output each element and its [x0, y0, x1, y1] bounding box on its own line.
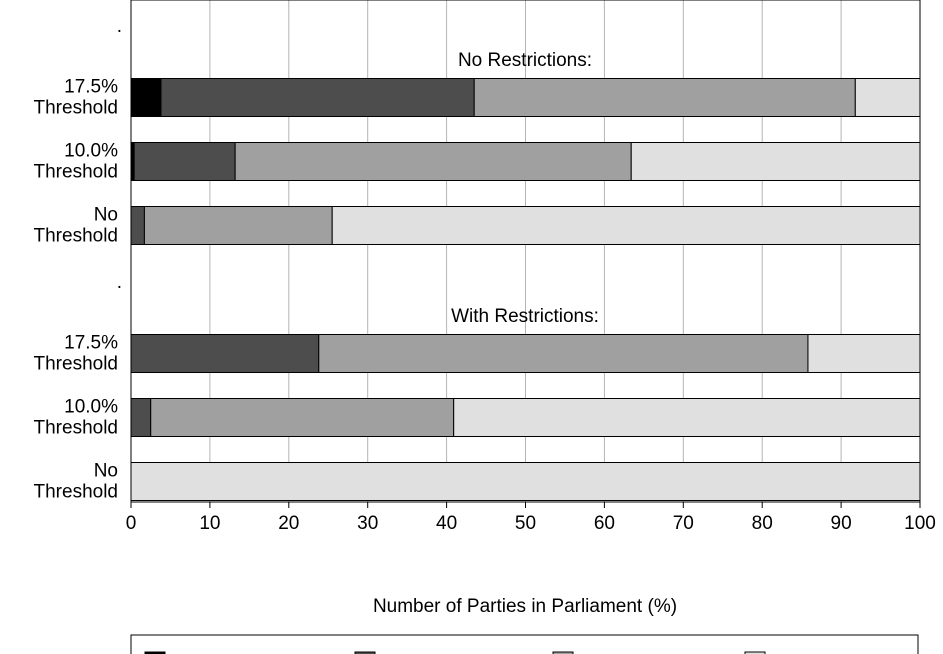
row-label-line1: No	[94, 205, 118, 226]
legend-swatch	[354, 651, 376, 654]
group-title: No Restrictions:	[458, 50, 592, 71]
bar-segment-four-parties	[807, 334, 921, 373]
bar-segment-two-parties	[130, 334, 320, 373]
bar-segment-two-parties	[130, 398, 152, 437]
bar-segment-four-parties	[630, 142, 921, 181]
row-label-line2: Threshold	[34, 98, 119, 119]
row-label-line1: No	[94, 461, 118, 482]
x-tick-label: 40	[436, 513, 457, 534]
x-tick-label: 60	[594, 513, 615, 534]
x-tick-label: 30	[357, 513, 378, 534]
row-label-line1: 17.5%	[64, 333, 118, 354]
row-label-line2: Threshold	[34, 162, 119, 183]
row-label-line1: 10.0%	[64, 141, 118, 162]
x-tick-label: 70	[673, 513, 694, 534]
x-tick-label: 20	[278, 513, 299, 534]
row-label-line2: Threshold	[34, 354, 119, 375]
legend-swatch	[744, 651, 766, 654]
group-title: With Restrictions:	[451, 306, 599, 327]
row-label-line1: 10.0%	[64, 397, 118, 418]
x-tick-label: 100	[904, 513, 936, 534]
x-tick-label: 90	[831, 513, 852, 534]
row-label-line2: Threshold	[34, 482, 119, 503]
row-placeholder-label: .	[117, 16, 122, 37]
x-tick-label: 0	[126, 513, 137, 534]
row-label-line1: 17.5%	[64, 77, 118, 98]
bar-segment-two-parties	[133, 142, 236, 181]
row-placeholder-label: .	[117, 272, 122, 293]
row-label-line2: Threshold	[34, 418, 119, 439]
x-tick-label: 80	[752, 513, 773, 534]
legend: Single PartyTwo PartiesThree PartiesFour…	[130, 634, 919, 654]
legend-frame	[130, 634, 919, 654]
bar-segment-three-parties	[143, 206, 333, 245]
bar-segment-four-parties	[130, 462, 921, 501]
x-axis-label: Number of Parties in Parliament (%)	[373, 596, 677, 617]
x-tick-label: 50	[515, 513, 536, 534]
row-label-line2: Threshold	[34, 226, 119, 247]
row-labels: .17.5%Threshold10.0%ThresholdNoThreshold…	[34, 16, 123, 503]
bar-segment-three-parties	[150, 398, 455, 437]
legend-swatch	[552, 651, 574, 654]
bar-segment-four-parties	[453, 398, 921, 437]
bar-segment-three-parties	[318, 334, 809, 373]
bar-segment-three-parties	[473, 78, 856, 117]
legend-swatch	[144, 651, 166, 654]
bar-segment-four-parties	[331, 206, 921, 245]
bars	[130, 78, 921, 501]
group-titles: No Restrictions: With Restrictions:	[451, 50, 599, 327]
bar-segment-four-parties	[854, 78, 921, 117]
x-tick-label: 10	[199, 513, 220, 534]
x-axis-ticks: 0 10 20 30 40 50 60 70 80 90 100	[126, 502, 936, 534]
bar-segment-two-parties	[130, 206, 145, 245]
bar-segment-two-parties	[160, 78, 475, 117]
bar-segment-three-parties	[234, 142, 632, 181]
bar-segment-single-party	[130, 78, 162, 117]
